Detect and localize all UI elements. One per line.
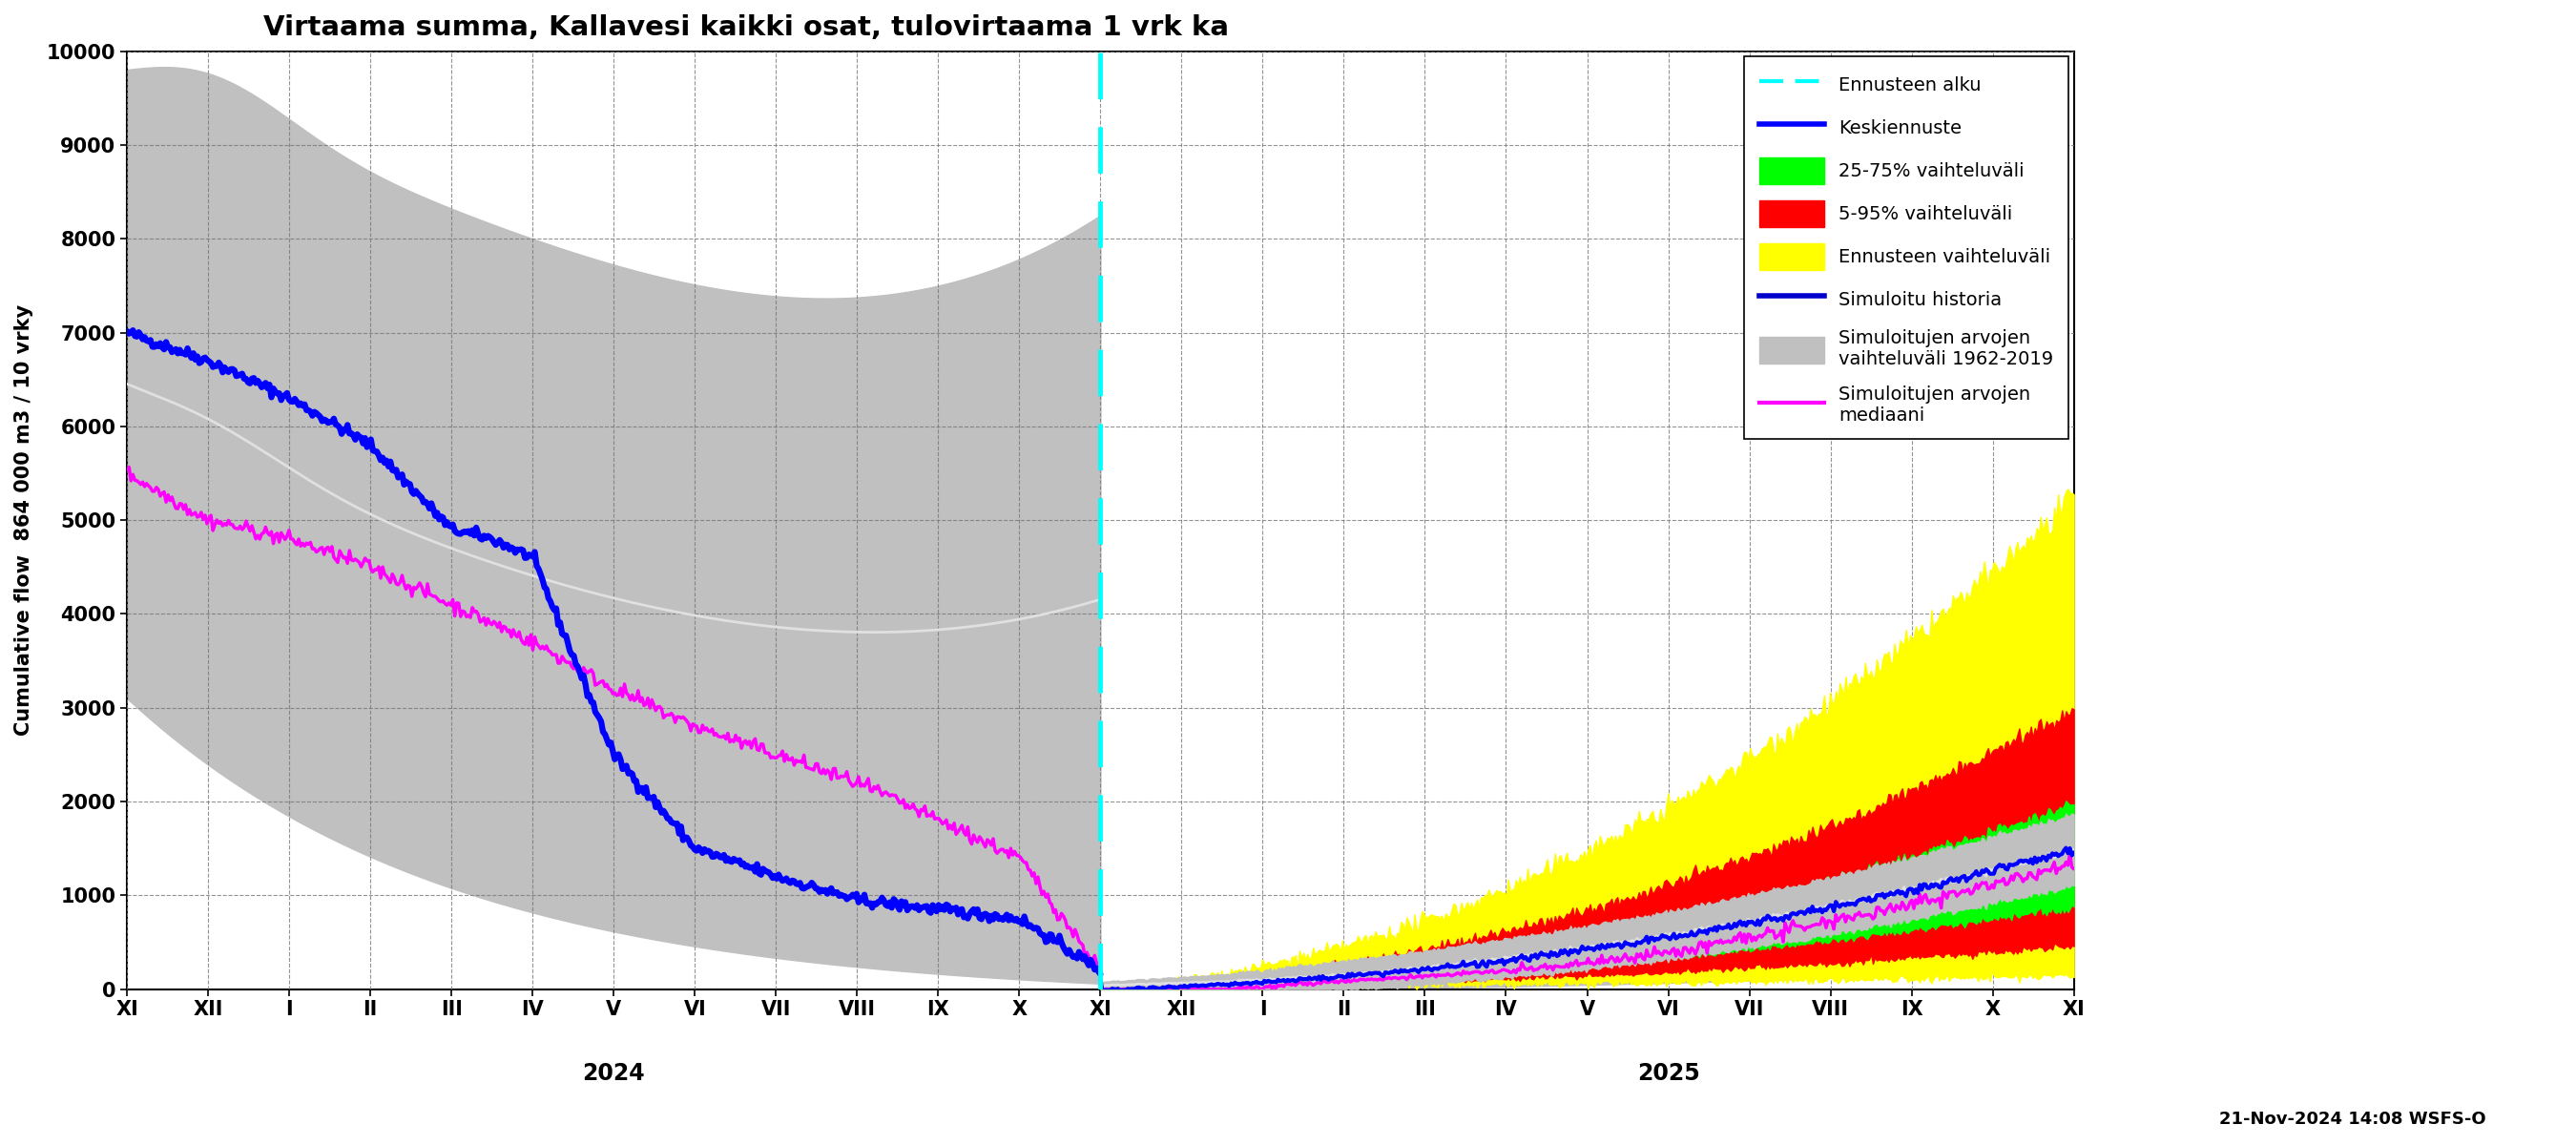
Text: 2025: 2025: [1636, 1063, 1700, 1084]
Text: 2024: 2024: [582, 1063, 644, 1084]
Text: 21-Nov-2024 14:08 WSFS-O: 21-Nov-2024 14:08 WSFS-O: [2218, 1111, 2486, 1128]
Text: Virtaama summa, Kallavesi kaikki osat, tulovirtaama 1 vrk ka: Virtaama summa, Kallavesi kaikki osat, t…: [263, 14, 1229, 41]
Legend: Ennusteen alku, Keskiennuste, 25-75% vaihteluväli, 5-95% vaihteluväli, Ennusteen: Ennusteen alku, Keskiennuste, 25-75% vai…: [1744, 57, 2069, 439]
Y-axis label: Cumulative flow  864 000 m3 / 10 vrky: Cumulative flow 864 000 m3 / 10 vrky: [15, 305, 33, 736]
